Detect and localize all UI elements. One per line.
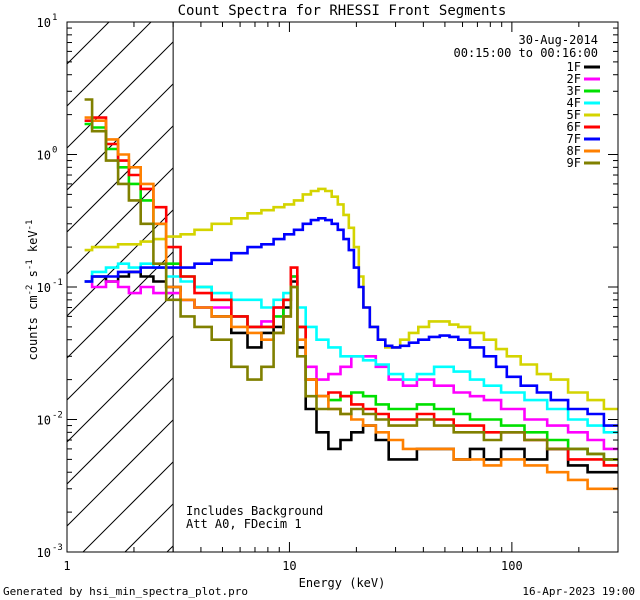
- legend-label-8F: 8F: [567, 144, 581, 158]
- hatch-line: [124, 503, 174, 552]
- x-tick-label: 100: [501, 559, 523, 573]
- legend-label-7F: 7F: [567, 132, 581, 146]
- y-tick-label-exponent: -1: [52, 278, 63, 288]
- hatch-line: [67, 22, 110, 65]
- footer-generated-by: Generated by hsi_min_spectra_plot.pro: [3, 585, 248, 598]
- x-tick-label: 10: [282, 559, 296, 573]
- legend-label-4F: 4F: [567, 96, 581, 110]
- annotation-attenuator: Att A0, FDecim 1: [186, 517, 302, 531]
- hatch-line: [82, 461, 174, 552]
- legend-time-range: 00:15:00 to 00:16:00: [454, 46, 599, 60]
- y-tick-label: 10: [37, 546, 51, 560]
- hatch-line: [67, 22, 152, 107]
- hatch-line: [67, 419, 174, 527]
- y-tick-label-exponent: 1: [52, 13, 57, 23]
- hatch-line: [166, 545, 174, 552]
- hatch-line: [67, 83, 174, 191]
- legend-label-2F: 2F: [567, 72, 581, 86]
- hatched-region: [67, 22, 174, 552]
- legend-label-3F: 3F: [567, 84, 581, 98]
- hatch-line: [67, 377, 174, 485]
- hatch-line: [67, 251, 174, 359]
- y-tick-label: 10: [37, 281, 51, 295]
- legend-label-1F: 1F: [567, 60, 581, 74]
- legend-label-5F: 5F: [567, 108, 581, 122]
- hatch-line: [67, 335, 174, 443]
- legend-label-9F: 9F: [567, 156, 581, 170]
- y-tick-label: 10: [37, 149, 51, 163]
- x-tick-label: 1: [63, 559, 70, 573]
- y-tick-label-exponent: -2: [52, 411, 63, 421]
- series-layer: [84, 98, 618, 491]
- chart-title: Count Spectra for RHESSI Front Segments: [178, 3, 507, 19]
- hatch-line: [67, 41, 174, 149]
- series-line-4F: [84, 262, 618, 434]
- y-axis-label: counts cm-2 s-1 keV-1: [25, 220, 40, 361]
- x-axis-label: Energy (keV): [299, 576, 386, 590]
- y-tick-label: 10: [37, 16, 51, 30]
- hatch-line: [67, 125, 174, 233]
- footer-timestamp: 16-Apr-2023 19:00: [522, 585, 635, 598]
- hatch-line: [67, 167, 174, 275]
- axis-ticks: [66, 22, 619, 553]
- series-line-7F: [84, 217, 618, 427]
- annotation-background: Includes Background: [186, 504, 323, 518]
- legend-label-6F: 6F: [567, 120, 581, 134]
- legend-date: 30-Aug-2014: [519, 33, 598, 47]
- y-tick-label-exponent: 0: [52, 146, 57, 156]
- y-tick-label: 10: [37, 414, 51, 428]
- series-line-5F: [84, 187, 618, 411]
- y-tick-label-exponent: -3: [52, 543, 63, 553]
- hatch-line: [67, 293, 174, 401]
- series-line-9F: [84, 98, 618, 461]
